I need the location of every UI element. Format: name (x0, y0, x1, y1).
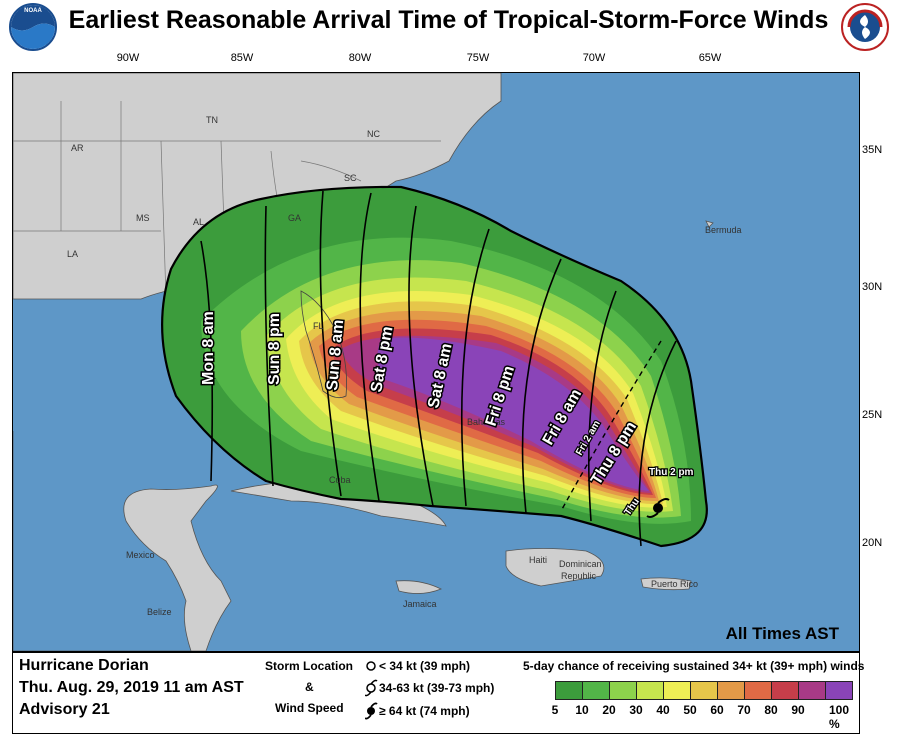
place-puerto-rico: Puerto Rico (651, 579, 698, 589)
place-republic: Republic (561, 571, 597, 581)
key-34-63: 34-63 kt (39-73 mph) (379, 681, 495, 695)
place-jamaica: Jamaica (403, 599, 437, 609)
place-al: AL (193, 217, 204, 227)
colorbar-tick: 70 (737, 703, 751, 717)
place-nc: NC (367, 129, 380, 139)
storm-name: Hurricane Dorian (19, 657, 149, 674)
florida-coastline (300, 290, 347, 399)
storm-legend-amp: & (305, 680, 314, 694)
hurricane-symbol (646, 498, 670, 518)
colorbar-cell (555, 681, 583, 700)
place-bahamas: Bahamas (467, 417, 506, 427)
colorbar-tick: 90 (791, 703, 805, 717)
colorbar-cell (609, 681, 637, 700)
place-mexico: Mexico (126, 550, 155, 560)
place-cuba: Cuba (329, 475, 351, 485)
map-title: Earliest Reasonable Arrival Time of Trop… (68, 6, 829, 34)
lon-label-70w: 70W (582, 52, 606, 64)
isochrone-label-sun-8pm: Sun 8 pm (266, 313, 283, 385)
place-haiti: Haiti (529, 555, 547, 565)
hurricane-symbol-icon (365, 702, 378, 720)
low-symbol-icon (366, 661, 376, 671)
colorbar-title: 5-day chance of receiving sustained 34+ … (523, 659, 865, 673)
place-la: LA (67, 249, 78, 259)
colorbar-tick: 100 % (828, 703, 850, 731)
place-fl: FL (313, 321, 324, 331)
forecast-track (560, 340, 662, 512)
colorbar-tick: 20 (602, 703, 616, 717)
lat-label-30n: 30N (862, 281, 883, 293)
colorbar-cell (663, 681, 691, 700)
place-ar: AR (71, 143, 84, 153)
wind-speed-title: Wind Speed (275, 701, 344, 715)
place-sc: SC (344, 173, 357, 183)
lat-label-25n: 25N (862, 409, 883, 421)
lat-label-35n: 35N (862, 144, 883, 156)
colorbar-tick: 30 (629, 703, 643, 717)
colorbar-tick: 10 (575, 703, 589, 717)
all-times-label: All Times AST (726, 624, 840, 643)
noaa-logo: NOAA (9, 3, 57, 51)
colorbar-cell (636, 681, 664, 700)
colorbar-tick: 60 (710, 703, 724, 717)
map-panel: AR TN NC SC GA MS AL LA FL Bermuda Baham… (12, 72, 860, 652)
key-lt34: < 34 kt (39 mph) (379, 659, 471, 673)
lon-label-80w: 80W (348, 52, 372, 64)
probability-cone (162, 186, 707, 546)
colorbar-tick: 80 (764, 703, 778, 717)
storm-location-title: Storm Location (265, 659, 354, 673)
colorbar-cell (825, 681, 853, 700)
tropical-storm-symbol-icon (365, 679, 378, 697)
storm-symbol-key (365, 661, 378, 720)
advisory-number: Advisory 21 (19, 701, 110, 718)
svg-text:NOAA: NOAA (24, 8, 42, 14)
colorbar-cell (798, 681, 826, 700)
colorbar-cell (744, 681, 772, 700)
cone-outline (161, 185, 708, 548)
place-dominican: Dominican (559, 559, 602, 569)
lat-label-20n: 20N (862, 537, 883, 549)
title-bar: NOAA Earliest Reasonable Arrival Time of… (0, 0, 897, 51)
lon-label-90w: 90W (116, 52, 140, 64)
colorbar-cell (582, 681, 610, 700)
lon-label-65w: 65W (698, 52, 722, 64)
colorbar-cell (771, 681, 799, 700)
key-ge64: ≥ 64 kt (74 mph) (379, 704, 470, 718)
colorbar-tick: 50 (683, 703, 697, 717)
isochrone-label-thu-2pm: Thu 2 pm (649, 467, 694, 478)
map-canvas: AR TN NC SC GA MS AL LA FL Bermuda Baham… (13, 73, 840, 651)
advisory-date: Thu. Aug. 29, 2019 11 am AST (19, 679, 244, 696)
place-ga: GA (288, 213, 301, 223)
isochrone-label-mon-8am: Mon 8 am (200, 311, 217, 385)
colorbar-tick: 5 (551, 703, 559, 717)
legend-panel: Hurricane Dorian Thu. Aug. 29, 2019 11 a… (12, 652, 864, 734)
colorbar-cell (690, 681, 718, 700)
place-tn: TN (206, 115, 218, 125)
place-ms: MS (136, 213, 150, 223)
lon-label-85w: 85W (230, 52, 254, 64)
place-bermuda: Bermuda (705, 225, 742, 235)
nws-logo (841, 3, 889, 51)
colorbar-tick: 40 (656, 703, 670, 717)
lon-label-75w: 75W (466, 52, 490, 64)
colorbar-cell (717, 681, 745, 700)
isochrone-lines (200, 190, 677, 547)
place-belize: Belize (147, 607, 172, 617)
